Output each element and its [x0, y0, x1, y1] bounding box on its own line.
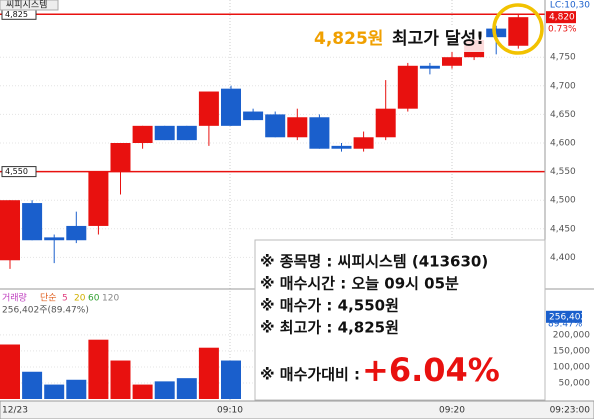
- last-price-box: [546, 11, 576, 24]
- x-label: 09:23:00: [550, 406, 591, 416]
- title: 씨피시스템: [6, 0, 47, 11]
- y-tick-label: 4,750: [550, 53, 576, 63]
- candle-body: [331, 145, 352, 149]
- x-label: 12/23: [2, 406, 28, 416]
- volume-legend: 120: [102, 294, 119, 304]
- last-volume-box: [546, 310, 582, 323]
- y-tick-label: 4,700: [550, 81, 576, 91]
- candle-body: [154, 125, 175, 141]
- callout-text: 최고가 달성!: [392, 28, 484, 49]
- last-price-label: 4,820: [549, 13, 575, 23]
- x-label: 09:10: [217, 406, 243, 416]
- time-axis: [0, 400, 594, 419]
- volume-bar: [66, 379, 87, 399]
- volume-bar: [0, 344, 20, 399]
- candle-body: [508, 17, 529, 46]
- v-tick-label: 100,000: [553, 362, 590, 372]
- candle-body: [353, 137, 374, 149]
- y-tick-label: 4,650: [550, 110, 576, 120]
- volume-legend: 거래량: [2, 292, 27, 304]
- candle-body: [397, 65, 418, 109]
- candle-body: [287, 117, 308, 138]
- reference-label: 4,825: [5, 10, 28, 19]
- candle-body: [44, 237, 65, 241]
- v-tick-label: 150,000: [553, 346, 590, 356]
- marks: 4,825 4,550: [0, 8, 545, 399]
- candle-body: [66, 225, 87, 241]
- y-tick-label: 4,400: [550, 253, 576, 263]
- candle-body: [88, 171, 109, 226]
- volume-bar: [22, 371, 43, 399]
- volume-legend: 5: [62, 294, 68, 304]
- candle-body: [132, 125, 153, 143]
- candle-body: [375, 108, 396, 138]
- candle-body: [265, 114, 286, 138]
- volume-legend: 20: [74, 294, 86, 304]
- volume-ratio: 89.47%: [548, 320, 583, 330]
- reference-label: 4,550: [5, 167, 28, 176]
- y-tick-label: 4,500: [550, 196, 576, 206]
- top-right-label: LC:10,30: [550, 1, 590, 11]
- volume-bar: [221, 360, 241, 399]
- volume-legend: 60: [88, 294, 100, 304]
- candle-body: [110, 143, 131, 172]
- candle-body: [221, 88, 241, 126]
- v-tick-label: 200,000: [553, 330, 590, 340]
- info-row: ※ 종목명 : 씨피시스템 (413630): [260, 253, 488, 271]
- candle-body: [243, 111, 264, 121]
- info-row: ※ 최고가 : 4,825원: [260, 319, 399, 337]
- volume-bar: [154, 381, 175, 399]
- volume-bar: [176, 378, 197, 399]
- candle-body: [176, 125, 197, 141]
- highlight-circle: [492, 3, 544, 55]
- y-tick-label: 4,600: [550, 139, 576, 149]
- candle-body: [198, 91, 219, 126]
- volume-bar: [88, 339, 109, 399]
- info-row: ※ 매수가 : 4,550원: [260, 297, 399, 315]
- callout-price: 4,825원: [314, 29, 383, 49]
- change-label: 0.73%: [548, 25, 577, 35]
- volume-bar: [110, 360, 131, 399]
- title-box: [0, 0, 59, 11]
- info-box: [254, 239, 546, 401]
- callout-bg: [308, 26, 486, 52]
- v-tick-label: 50,000: [559, 378, 591, 388]
- volume-bar: [44, 384, 65, 399]
- candle-body: [419, 65, 440, 69]
- info-row: ※ 매수시간 : 오늘 09시 05분: [260, 275, 459, 293]
- last-volume-label: 256,402: [549, 312, 586, 322]
- candle-body: [486, 28, 507, 38]
- gain-label: ※ 매수가대비 :: [260, 366, 360, 384]
- volume-bar: [132, 384, 153, 399]
- reference-label-box: [1, 166, 37, 178]
- candle-body: [442, 57, 462, 66]
- y-tick-label: 4,550: [550, 167, 576, 177]
- candle-body: [309, 117, 330, 149]
- candle-body: [22, 203, 43, 241]
- x-label: 09:20: [439, 406, 465, 416]
- volume-info: 256,402주(89.47%): [2, 305, 89, 316]
- gain-value: +6.04%: [362, 351, 500, 389]
- candle-body: [0, 200, 20, 261]
- volume-legend: 단순: [40, 293, 57, 304]
- y-tick-label: 4,450: [550, 224, 576, 234]
- volume-bar: [198, 347, 219, 399]
